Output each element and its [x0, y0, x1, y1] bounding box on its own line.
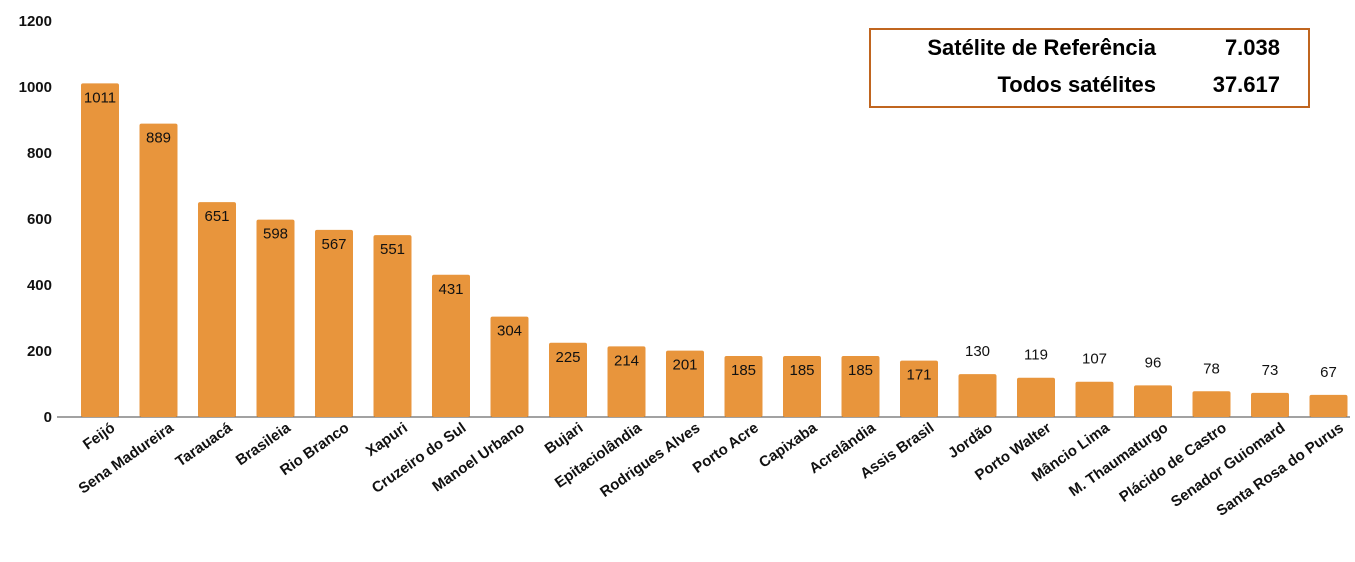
x-tick-label: Porto Acre	[690, 419, 762, 477]
bar	[490, 316, 529, 417]
bar	[139, 123, 178, 417]
summary-label-reference: Satélite de Referência	[927, 35, 1156, 60]
data-label: 567	[321, 236, 346, 253]
bar	[900, 360, 938, 417]
data-label: 551	[380, 241, 405, 258]
bar	[549, 342, 587, 417]
summary-value-all: 37.617	[1212, 72, 1280, 97]
bar	[1075, 381, 1114, 417]
y-tick-label: 800	[27, 145, 52, 162]
bar	[256, 219, 295, 417]
x-tick-label: Tarauacá	[172, 419, 235, 470]
bar	[724, 355, 763, 417]
x-tick-label: Xapuri	[363, 419, 411, 460]
data-label: 185	[789, 362, 814, 379]
y-tick-label: 1200	[19, 13, 52, 30]
bar	[81, 83, 119, 418]
x-tick-label: M. Thaumaturgo	[1066, 419, 1171, 500]
summary-row-all: Todos satélites 37.617	[871, 72, 1308, 104]
bar	[198, 202, 236, 417]
bar	[373, 235, 412, 417]
bars	[81, 83, 1348, 418]
summary-box: Satélite de Referência 7.038 Todos satél…	[869, 28, 1310, 108]
x-tick-label: Feijó	[80, 419, 118, 453]
data-label: 889	[146, 130, 171, 147]
data-label: 171	[906, 367, 931, 384]
bar	[841, 355, 880, 417]
summary-label-all: Todos satélites	[997, 72, 1156, 97]
data-label: 107	[1082, 351, 1107, 368]
y-tick-label: 200	[27, 343, 52, 360]
bar	[1134, 385, 1172, 417]
data-label: 304	[497, 323, 522, 340]
y-tick-label: 1000	[19, 79, 52, 96]
data-labels: 1011 889 651 598 567 551 431 304 225 214 201 185 185…	[84, 89, 1337, 383]
bar	[315, 229, 353, 417]
data-label: 431	[438, 281, 463, 298]
bar	[958, 374, 997, 417]
summary-row-reference: Satélite de Referência 7.038	[871, 35, 1308, 67]
y-tick-label: 400	[27, 277, 52, 294]
data-label: 73	[1262, 362, 1279, 379]
data-label: 201	[672, 357, 697, 374]
bar	[1251, 392, 1289, 417]
bar	[783, 355, 821, 417]
data-label: 78	[1203, 360, 1220, 377]
x-tick-label: Bujari	[542, 419, 587, 457]
data-label: 119	[1024, 347, 1048, 364]
data-label: 185	[848, 362, 873, 379]
bar	[1017, 377, 1055, 417]
bar	[432, 274, 470, 417]
data-label: 1011	[84, 89, 116, 106]
data-label: 225	[555, 349, 580, 366]
x-tick-label: Jordão	[945, 419, 996, 462]
data-label: 67	[1320, 364, 1337, 381]
data-label: 214	[614, 352, 639, 369]
summary-value-reference: 7.038	[1224, 35, 1280, 60]
bar	[1309, 394, 1348, 417]
y-tick-label: 0	[44, 409, 52, 426]
data-label: 651	[204, 208, 229, 225]
data-label: 185	[731, 362, 756, 379]
bar	[666, 350, 704, 417]
data-label: 598	[263, 226, 288, 243]
bar	[1192, 391, 1231, 417]
data-label: 130	[965, 343, 990, 360]
x-tick-label: Rodrigues Alves	[597, 419, 703, 501]
data-label: 96	[1145, 354, 1162, 371]
y-tick-label: 600	[27, 211, 52, 228]
y-axis: 0 200 400 600 800 1000 1200	[19, 13, 52, 426]
bar	[607, 346, 646, 417]
